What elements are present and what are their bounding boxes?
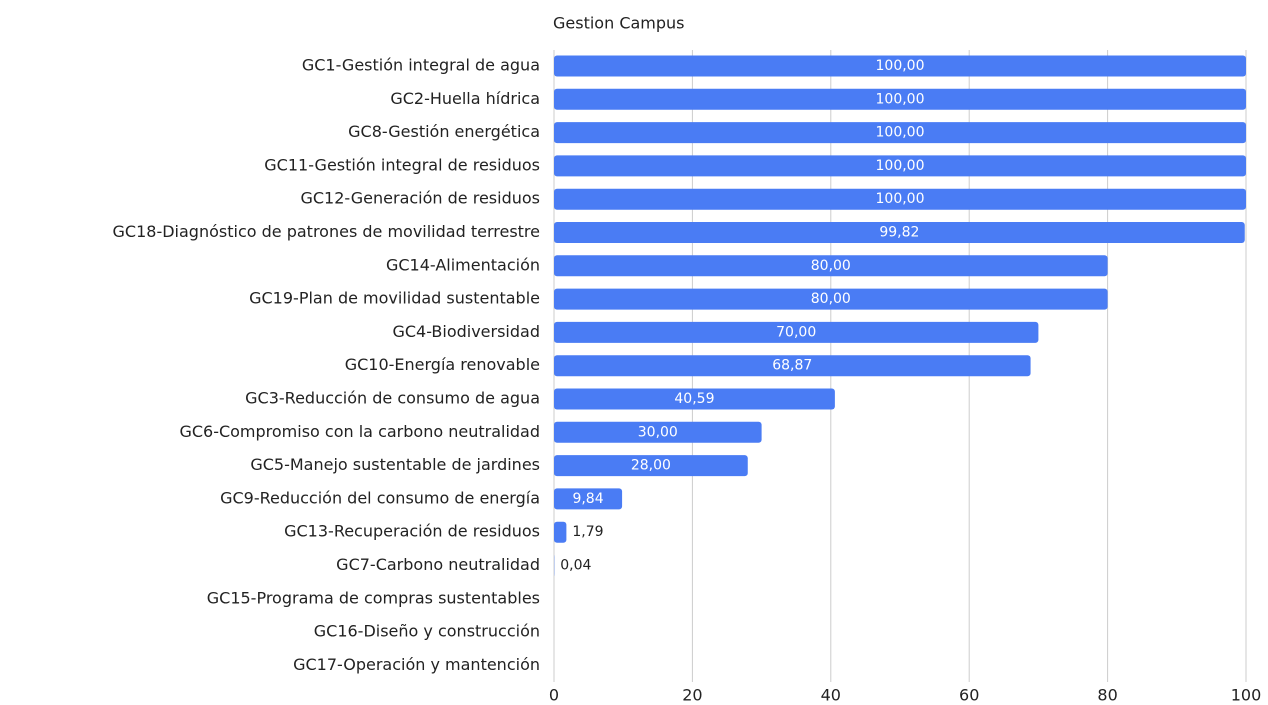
y-tick-label: GC7-Carbono neutralidad <box>336 555 540 574</box>
y-tick-label: GC14-Alimentación <box>386 255 540 274</box>
value-label: 100,00 <box>876 158 925 174</box>
bar <box>554 355 1031 377</box>
bar <box>554 488 623 510</box>
bar <box>554 88 1246 110</box>
bar <box>554 155 1246 177</box>
bar <box>554 55 1246 77</box>
x-tick-label: 40 <box>821 686 841 705</box>
y-tick-label: GC8-Gestión energética <box>348 122 540 141</box>
bar <box>554 321 1039 343</box>
value-label: 99,82 <box>879 225 919 241</box>
y-tick-label: GC5-Manejo sustentable de jardines <box>250 455 540 474</box>
x-tick-label: 0 <box>549 686 559 705</box>
value-label: 100,00 <box>876 91 925 107</box>
x-tick-label: 20 <box>682 686 702 705</box>
y-tick-label: GC12-Generación de residuos <box>300 189 540 208</box>
value-label: 1,79 <box>572 524 603 540</box>
y-tick-label: GC18-Diagnóstico de patrones de movilida… <box>113 222 540 241</box>
value-label: 9,84 <box>572 491 603 507</box>
y-tick-label: GC16-Diseño y construcción <box>314 622 540 641</box>
value-label: 40,59 <box>674 391 714 407</box>
bar <box>554 421 762 443</box>
y-tick-label: GC10-Energía renovable <box>345 355 540 374</box>
y-tick-label: GC1-Gestión integral de agua <box>302 56 540 75</box>
y-tick-label: GC4-Biodiversidad <box>392 322 540 341</box>
y-tick-label: GC9-Reducción del consumo de energía <box>220 488 540 507</box>
y-tick-label: GC13-Recuperación de residuos <box>284 522 540 541</box>
bar <box>554 288 1108 310</box>
value-label: 0,04 <box>560 558 591 574</box>
x-tick-label: 100 <box>1231 686 1262 705</box>
bar <box>554 222 1245 243</box>
y-tick-label: GC11-Gestión integral de residuos <box>264 155 540 174</box>
value-label: 70,00 <box>776 324 816 340</box>
bar <box>554 188 1246 210</box>
value-label: 100,00 <box>876 191 925 207</box>
x-tick-label: 80 <box>1097 686 1117 705</box>
bar <box>554 521 567 543</box>
value-label: 80,00 <box>811 258 851 274</box>
y-tick-label: GC6-Compromiso con la carbono neutralida… <box>179 422 540 441</box>
bar <box>554 388 835 410</box>
y-tick-label: GC19-Plan de movilidad sustentable <box>249 289 540 308</box>
bar <box>554 455 748 477</box>
bar <box>554 255 1108 277</box>
y-tick-label: GC2-Huella hídrica <box>390 89 540 108</box>
value-label: 80,00 <box>811 291 851 307</box>
y-tick-label: GC15-Programa de compras sustentables <box>207 588 540 607</box>
value-label: 30,00 <box>638 424 678 440</box>
bar <box>554 122 1246 144</box>
y-tick-label: GC17-Operación y mantención <box>293 655 540 674</box>
value-label: 100,00 <box>876 125 925 141</box>
value-label: 100,00 <box>876 58 925 74</box>
y-tick-label: GC3-Reducción de consumo de agua <box>245 389 540 408</box>
value-label: 68,87 <box>772 358 812 374</box>
value-label: 28,00 <box>631 458 671 474</box>
chart-title: Gestion Campus <box>553 14 685 33</box>
x-tick-label: 60 <box>959 686 979 705</box>
